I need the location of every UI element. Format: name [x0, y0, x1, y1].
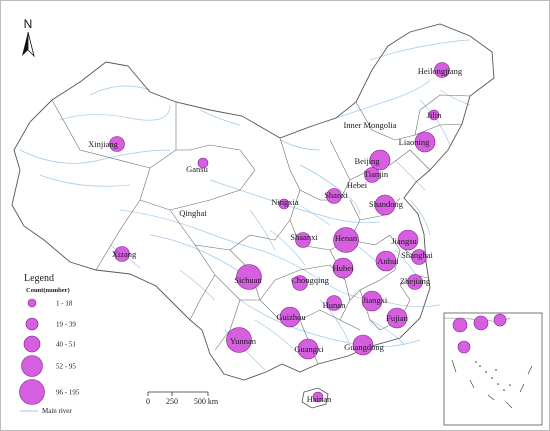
province-bubble-guangdong — [352, 334, 374, 356]
scale-label-2: 500 km — [194, 397, 219, 406]
province-bubble-shaanxi — [295, 232, 311, 248]
province-bubble-shanghai — [411, 249, 427, 265]
province-label-henan: Henan — [335, 233, 358, 243]
inset-dashed-line — [451, 359, 533, 409]
legend-class-label-3: 40 - 51 — [56, 341, 76, 349]
province-label-fujian: Fujian — [386, 313, 408, 323]
province-bubble-guizhou — [279, 306, 301, 328]
legend-class-label-5: 96 - 195 — [56, 389, 80, 397]
province-bubble-hunan — [326, 295, 342, 311]
province-label-qinghai: Qinghai — [179, 208, 207, 218]
province-bubble-hainan — [312, 391, 324, 403]
province-bubble-jiangxi — [361, 290, 383, 312]
province-bubble-gansu — [197, 157, 209, 169]
province-label-anhui: Anhui — [377, 256, 399, 266]
inset-bubble — [457, 340, 471, 354]
legend-class-label-1: 1 - 18 — [56, 300, 73, 308]
province-label-guizhou: Guizhou — [276, 312, 306, 322]
province-label-shanghai: Shanghai — [401, 250, 433, 260]
province-bubble-shandong — [374, 194, 396, 216]
legend-swatch-5 — [19, 379, 45, 405]
province-label-shanxi: Shanxi — [324, 190, 348, 200]
province-bubble-liaoning — [414, 131, 436, 153]
scale-label-1: 250 — [166, 397, 178, 406]
province-label-guangxi: Guangxi — [294, 344, 324, 354]
legend-class-label-2: 19 - 39 — [56, 321, 76, 329]
province-bubble-shanxi — [326, 188, 342, 204]
province-label-sichuan: Sichuan — [234, 275, 262, 285]
legend-river-label: Main river — [42, 407, 72, 415]
province-label-hainan: Hainan — [307, 394, 332, 404]
province-bubble-heilongjiang — [434, 62, 450, 78]
province-label-jiangsu: Jiangsu — [391, 236, 417, 246]
inset-bubble — [452, 317, 468, 333]
province-bubble-jiangsu — [397, 229, 419, 251]
province-bubble-chongqing — [292, 275, 308, 291]
province-label-gansu: Gansu — [186, 164, 208, 174]
province-label-inner-mongolia: Inner Mongolia — [343, 120, 396, 130]
scale-bar: 0 250 500 km — [146, 391, 219, 406]
inset-bubble — [493, 313, 507, 327]
province-label-heilongjiang: Heilongjiang — [418, 66, 463, 76]
province-bubble-xinjiang — [109, 136, 125, 152]
scale-label-0: 0 — [146, 397, 150, 406]
province-bubble-ningxia — [278, 198, 290, 210]
inset-bubble — [473, 315, 489, 331]
province-label-hebei: Hebei — [347, 180, 368, 190]
province-bubble-jilin — [428, 109, 440, 121]
province-bubble-sichuan — [236, 264, 262, 290]
province-label-xinjiang: Xinjiang — [88, 139, 118, 149]
province-bubble-yunnan — [226, 327, 252, 353]
hainan-outline — [301, 387, 329, 409]
province-label-chongqing: Chongqing — [291, 275, 330, 285]
legend-class-label-4: 52 - 95 — [56, 363, 76, 371]
province-bubble-zhejiang — [407, 274, 423, 290]
legend-swatch-4 — [21, 355, 43, 377]
province-label-zhejiang: Zhejiang — [400, 276, 431, 286]
legend-swatch-3 — [23, 335, 41, 353]
national-border — [11, 23, 495, 381]
inset-islands — [475, 361, 511, 391]
province-label-xizang: Xizang — [112, 249, 137, 259]
count-bubbles — [109, 62, 450, 403]
province-bubble-tianjin — [364, 167, 380, 183]
south-china-sea-inset — [443, 312, 543, 426]
north-arrow-left-half — [22, 32, 28, 56]
province-label-hubei: Hubei — [333, 263, 354, 273]
legend-swatch-2 — [25, 317, 39, 331]
north-arrow-right-half — [27, 31, 35, 58]
legend-items: 1 - 18 19 - 39 40 - 51 52 - 95 96 - 195 — [19, 298, 80, 405]
province-label-beijing: Beijing — [354, 156, 380, 166]
north-arrow-label: N — [24, 17, 33, 31]
province-bubble-henan — [333, 227, 359, 253]
province-label-ningxia: Ningxia — [271, 197, 299, 207]
province-bubble-xizang — [114, 246, 130, 262]
province-bubble-fujian — [386, 307, 408, 329]
province-label-tianjin: Tianjin — [364, 169, 389, 179]
legend: Legend Count(number) 1 - 18 19 - 39 40 - 5… — [19, 273, 80, 415]
legend-subtitle: Count(number) — [26, 287, 70, 294]
province-bubble-hubei — [332, 257, 354, 279]
province-label-liaoning: Liaoning — [399, 137, 430, 147]
legend-title: Legend — [24, 273, 54, 284]
province-bubble-guangxi — [297, 338, 319, 360]
province-label-shaanxi: Shaanxi — [290, 232, 318, 242]
province-bubble-beijing — [369, 149, 391, 171]
province-label-shandong: Shandong — [369, 199, 404, 209]
province-bubble-anhui — [375, 250, 397, 272]
legend-swatch-1 — [27, 298, 37, 308]
province-label-guangdong: Guangdong — [344, 342, 384, 352]
north-arrow: N — [22, 17, 35, 58]
province-label-yunnan: Yunnan — [230, 336, 257, 346]
province-label-jilin: Jilin — [427, 110, 442, 120]
province-label-hunan: Hunan — [323, 300, 346, 310]
province-label-jiangxi: Jiangxi — [363, 295, 388, 305]
